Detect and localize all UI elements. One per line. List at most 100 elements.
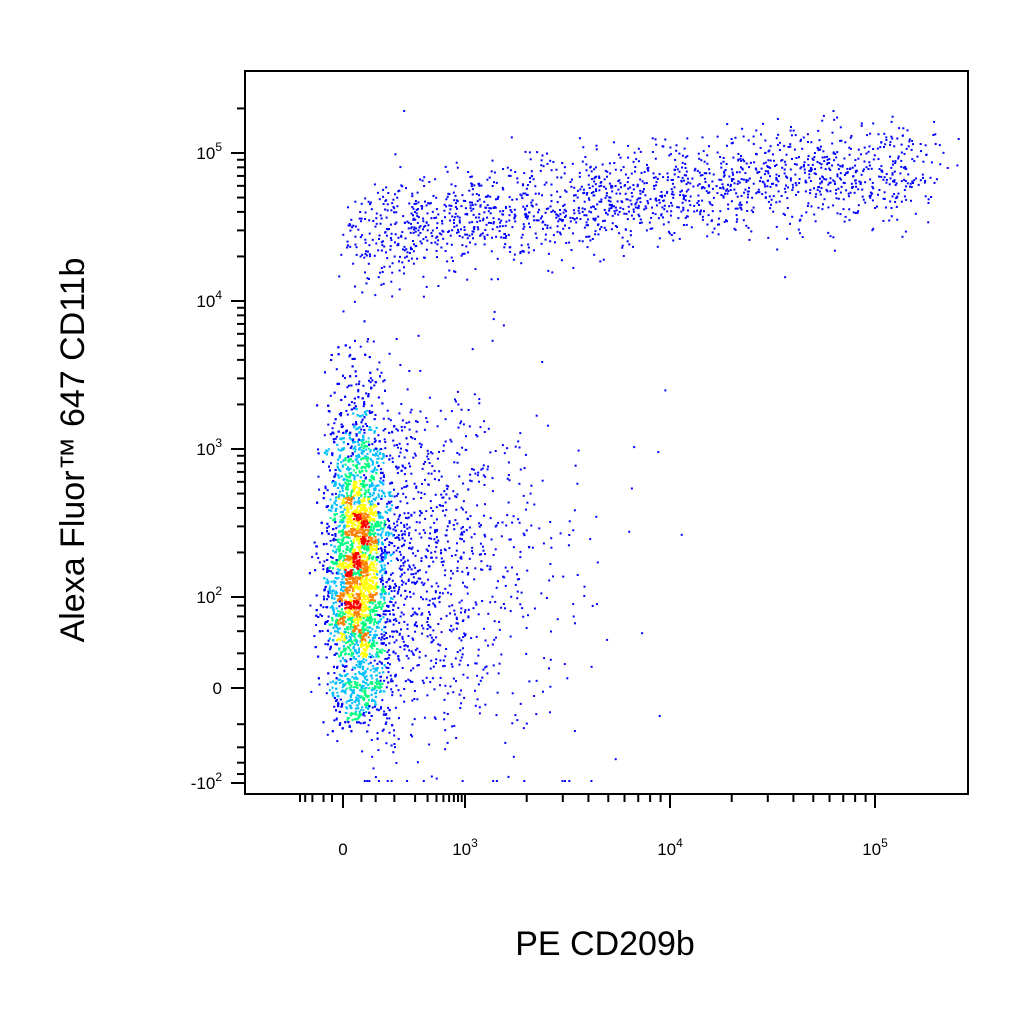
event-dot — [378, 448, 381, 451]
event-dot — [354, 533, 357, 536]
event-dot — [352, 600, 355, 603]
event-dot — [374, 466, 376, 469]
event-dot — [342, 559, 345, 562]
event-dot — [368, 507, 371, 510]
event-dot — [359, 471, 362, 474]
event-dot — [362, 652, 365, 655]
event-dot — [389, 586, 392, 589]
event-dot — [351, 460, 354, 463]
event-dot — [338, 382, 340, 385]
event-dot — [363, 416, 366, 419]
event-dot — [350, 500, 353, 503]
event-dot — [323, 492, 325, 495]
event-dot — [356, 414, 359, 417]
event-dot — [377, 464, 380, 467]
event-dot — [309, 604, 312, 607]
event-dot — [362, 625, 364, 628]
event-dot — [363, 483, 366, 486]
event-dot — [394, 526, 397, 529]
event-dot — [352, 474, 355, 476]
event-dot — [347, 595, 350, 598]
event-dot — [354, 471, 357, 474]
event-dot — [364, 566, 367, 568]
event-dot — [347, 653, 350, 656]
event-dot — [345, 501, 348, 504]
event-dot — [357, 665, 360, 668]
event-dot — [351, 642, 354, 645]
event-dot — [362, 635, 365, 638]
event-dot — [370, 470, 373, 473]
event-dot — [322, 564, 325, 567]
event-dot — [336, 496, 339, 499]
event-dot — [333, 672, 336, 674]
event-dot — [379, 524, 382, 527]
event-dot — [350, 586, 353, 589]
event-dot — [327, 580, 330, 583]
event-dot — [338, 682, 341, 684]
event-dot — [373, 548, 376, 551]
event-dot — [367, 447, 370, 450]
event-dot — [363, 672, 366, 675]
event-dot — [342, 310, 345, 313]
event-dot — [335, 435, 338, 438]
event-dot — [366, 483, 369, 486]
event-dot — [361, 651, 364, 654]
event-dot — [330, 506, 333, 509]
event-dot — [358, 558, 361, 561]
event-dot — [366, 459, 369, 462]
event-dot — [353, 611, 356, 613]
event-dot — [380, 569, 383, 572]
event-dot — [364, 574, 367, 577]
event-dot — [354, 667, 357, 670]
event-dot — [402, 640, 405, 643]
event-dot — [358, 497, 361, 500]
event-dot — [381, 541, 384, 544]
event-dot — [349, 431, 352, 434]
event-dot — [365, 440, 368, 443]
event-dot — [353, 554, 356, 557]
event-dot — [357, 443, 360, 446]
event-dot — [389, 680, 392, 683]
event-dot — [353, 625, 356, 628]
event-dot — [371, 576, 374, 579]
event-dot — [374, 695, 377, 698]
event-dot — [367, 531, 370, 534]
event-dot — [378, 516, 381, 519]
event-dot — [326, 553, 329, 555]
event-dot — [317, 452, 320, 455]
event-dot — [366, 545, 369, 548]
event-dot — [332, 610, 335, 613]
event-dot — [358, 431, 361, 434]
event-dot — [379, 684, 382, 687]
event-dot — [328, 509, 331, 512]
event-dot — [347, 582, 349, 585]
event-dot — [308, 572, 311, 575]
event-dot — [357, 593, 360, 596]
event-dot — [376, 450, 379, 453]
event-dot — [360, 458, 363, 461]
event-dot — [356, 660, 359, 663]
event-dot — [348, 565, 351, 568]
event-dot — [353, 635, 356, 638]
event-dot — [355, 554, 358, 557]
event-dot — [353, 407, 356, 410]
event-dot — [374, 486, 377, 489]
event-dot — [354, 597, 357, 600]
event-dot — [372, 639, 375, 642]
event-dot — [355, 592, 358, 595]
event-dot — [327, 639, 330, 642]
event-dot — [351, 506, 353, 509]
event-dot — [339, 599, 341, 602]
event-dot — [340, 581, 343, 584]
event-dot — [334, 581, 337, 584]
event-dot — [363, 474, 366, 477]
event-dot — [334, 492, 337, 495]
event-dot — [352, 572, 355, 575]
event-dot — [373, 572, 376, 575]
event-dot — [338, 619, 341, 622]
event-dot — [374, 687, 377, 690]
event-dot — [360, 519, 363, 522]
event-dot — [352, 526, 355, 529]
event-dot — [363, 661, 366, 664]
event-dot — [362, 709, 365, 712]
